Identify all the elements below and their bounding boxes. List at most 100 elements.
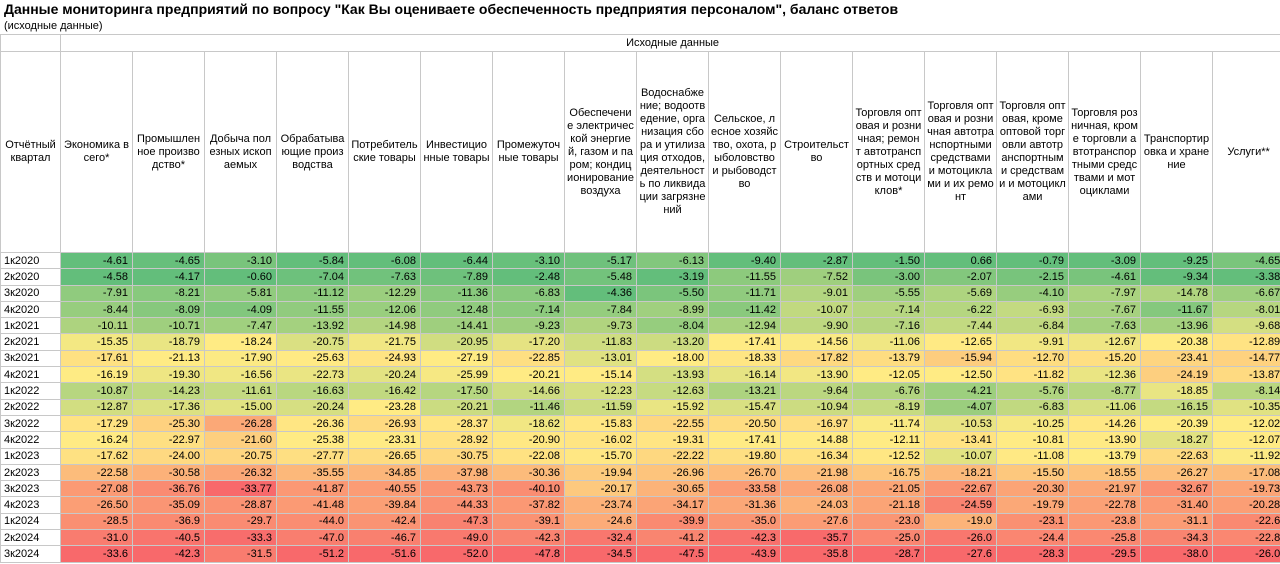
value-cell[interactable]: -43.73 <box>420 480 493 498</box>
value-cell[interactable]: -20.38 <box>1140 333 1213 351</box>
value-cell[interactable]: -12.06 <box>348 300 421 319</box>
column-header[interactable]: Промежуточные товары <box>492 51 565 253</box>
value-cell[interactable]: -10.25 <box>996 414 1069 433</box>
value-cell[interactable]: -5.55 <box>852 284 925 302</box>
value-cell[interactable]: -25.30 <box>132 414 205 433</box>
value-cell[interactable]: -4.61 <box>60 251 133 270</box>
value-cell[interactable]: -41.48 <box>276 496 349 514</box>
value-cell[interactable]: -3.00 <box>852 268 925 286</box>
value-cell[interactable]: -12.05 <box>852 366 925 384</box>
value-cell[interactable]: -26.27 <box>1140 463 1213 482</box>
value-cell[interactable]: -29.7 <box>204 512 277 531</box>
value-cell[interactable]: -46.7 <box>348 529 421 547</box>
value-cell[interactable]: -26.50 <box>60 496 133 514</box>
value-cell[interactable]: -15.00 <box>204 398 277 416</box>
value-cell[interactable]: -29.5 <box>1068 545 1141 563</box>
value-cell[interactable]: -17.36 <box>132 398 205 416</box>
value-cell[interactable]: -16.63 <box>276 382 349 400</box>
value-cell[interactable]: -11.06 <box>852 333 925 351</box>
value-cell[interactable]: -31.1 <box>1140 512 1213 531</box>
value-cell[interactable]: -25.38 <box>276 431 349 449</box>
value-cell[interactable]: -10.35 <box>1211 398 1280 416</box>
value-cell[interactable]: -8.09 <box>132 300 205 319</box>
value-cell[interactable]: -19.0 <box>924 512 997 531</box>
column-header[interactable]: Инвестиционные товары <box>420 51 493 253</box>
value-cell[interactable]: -6.83 <box>492 284 565 302</box>
value-cell[interactable]: -11.12 <box>276 284 349 302</box>
value-cell[interactable]: -14.98 <box>348 317 421 335</box>
value-cell[interactable]: -8.04 <box>636 317 709 335</box>
value-cell[interactable]: -12.29 <box>348 284 421 302</box>
quarter-cell[interactable]: 4к2022 <box>0 431 61 449</box>
value-cell[interactable]: -12.48 <box>420 300 493 319</box>
value-cell[interactable]: -51.2 <box>276 545 349 563</box>
value-cell[interactable]: -28.87 <box>204 496 277 514</box>
value-cell[interactable]: -13.21 <box>708 382 781 400</box>
value-cell[interactable]: -11.61 <box>204 382 277 400</box>
value-cell[interactable]: -18.33 <box>708 349 781 368</box>
value-cell[interactable]: -11.46 <box>492 398 565 416</box>
value-cell[interactable]: -0.79 <box>996 251 1069 270</box>
value-cell[interactable]: -6.22 <box>924 300 997 319</box>
value-cell[interactable]: -6.67 <box>1211 284 1280 302</box>
value-cell[interactable]: -12.94 <box>708 317 781 335</box>
value-cell[interactable]: -15.50 <box>996 463 1069 482</box>
value-cell[interactable]: -14.26 <box>1068 414 1141 433</box>
column-header[interactable]: Строительство <box>780 51 853 253</box>
value-cell[interactable]: -24.03 <box>780 496 853 514</box>
quarter-cell[interactable]: 3к2020 <box>0 284 61 302</box>
quarter-cell[interactable]: 1к2021 <box>0 317 61 335</box>
value-cell[interactable]: -14.66 <box>492 382 565 400</box>
value-cell[interactable]: -27.6 <box>780 512 853 531</box>
value-cell[interactable]: -9.68 <box>1211 317 1280 335</box>
value-cell[interactable]: -15.70 <box>564 447 637 465</box>
value-cell[interactable]: -12.02 <box>1211 414 1280 433</box>
value-cell[interactable]: -6.08 <box>348 251 421 270</box>
value-cell[interactable]: -19.31 <box>636 431 709 449</box>
value-cell[interactable]: -11.06 <box>1068 398 1141 416</box>
value-cell[interactable]: -18.27 <box>1140 431 1213 449</box>
value-cell[interactable]: -33.58 <box>708 480 781 498</box>
value-cell[interactable]: -52.0 <box>420 545 493 563</box>
value-cell[interactable]: -12.23 <box>564 382 637 400</box>
value-cell[interactable]: -20.24 <box>348 366 421 384</box>
value-cell[interactable]: -31.0 <box>60 529 133 547</box>
value-cell[interactable]: -11.55 <box>276 300 349 319</box>
value-cell[interactable]: -22.97 <box>132 431 205 449</box>
value-cell[interactable]: -4.65 <box>1211 251 1280 270</box>
value-cell[interactable]: -4.07 <box>924 398 997 416</box>
quarter-cell[interactable]: 2к2023 <box>0 463 61 482</box>
value-cell[interactable]: -17.20 <box>492 333 565 351</box>
value-cell[interactable]: -11.83 <box>564 333 637 351</box>
value-cell[interactable]: -9.25 <box>1140 251 1213 270</box>
value-cell[interactable]: -47.0 <box>276 529 349 547</box>
value-cell[interactable]: -30.75 <box>420 447 493 465</box>
value-cell[interactable]: -7.52 <box>780 268 853 286</box>
value-cell[interactable]: -20.50 <box>708 414 781 433</box>
value-cell[interactable]: -49.0 <box>420 529 493 547</box>
value-cell[interactable]: -18.62 <box>492 414 565 433</box>
value-cell[interactable]: -35.55 <box>276 463 349 482</box>
value-cell[interactable]: -11.92 <box>1211 447 1280 465</box>
value-cell[interactable]: -4.61 <box>1068 268 1141 286</box>
value-cell[interactable]: -13.79 <box>1068 447 1141 465</box>
column-header[interactable]: Торговля оптовая и розничная автотранспо… <box>924 51 997 253</box>
value-cell[interactable]: -4.65 <box>132 251 205 270</box>
value-cell[interactable]: -7.14 <box>492 300 565 319</box>
value-cell[interactable]: -3.09 <box>1068 251 1141 270</box>
value-cell[interactable]: -26.28 <box>204 414 277 433</box>
value-cell[interactable]: -10.87 <box>60 382 133 400</box>
value-cell[interactable]: -4.09 <box>204 300 277 319</box>
value-cell[interactable]: -35.09 <box>132 496 205 514</box>
value-cell[interactable]: -51.6 <box>348 545 421 563</box>
value-cell[interactable]: -22.73 <box>276 366 349 384</box>
value-cell[interactable]: -23.1 <box>996 512 1069 531</box>
value-cell[interactable]: -24.19 <box>1140 366 1213 384</box>
column-header[interactable]: Экономика всего* <box>60 51 133 253</box>
quarter-cell[interactable]: 3к2023 <box>0 480 61 498</box>
value-cell[interactable]: -5.50 <box>636 284 709 302</box>
value-cell[interactable]: -16.02 <box>564 431 637 449</box>
value-cell[interactable]: -47.5 <box>636 545 709 563</box>
value-cell[interactable]: -25.0 <box>852 529 925 547</box>
value-cell[interactable]: -28.3 <box>996 545 1069 563</box>
